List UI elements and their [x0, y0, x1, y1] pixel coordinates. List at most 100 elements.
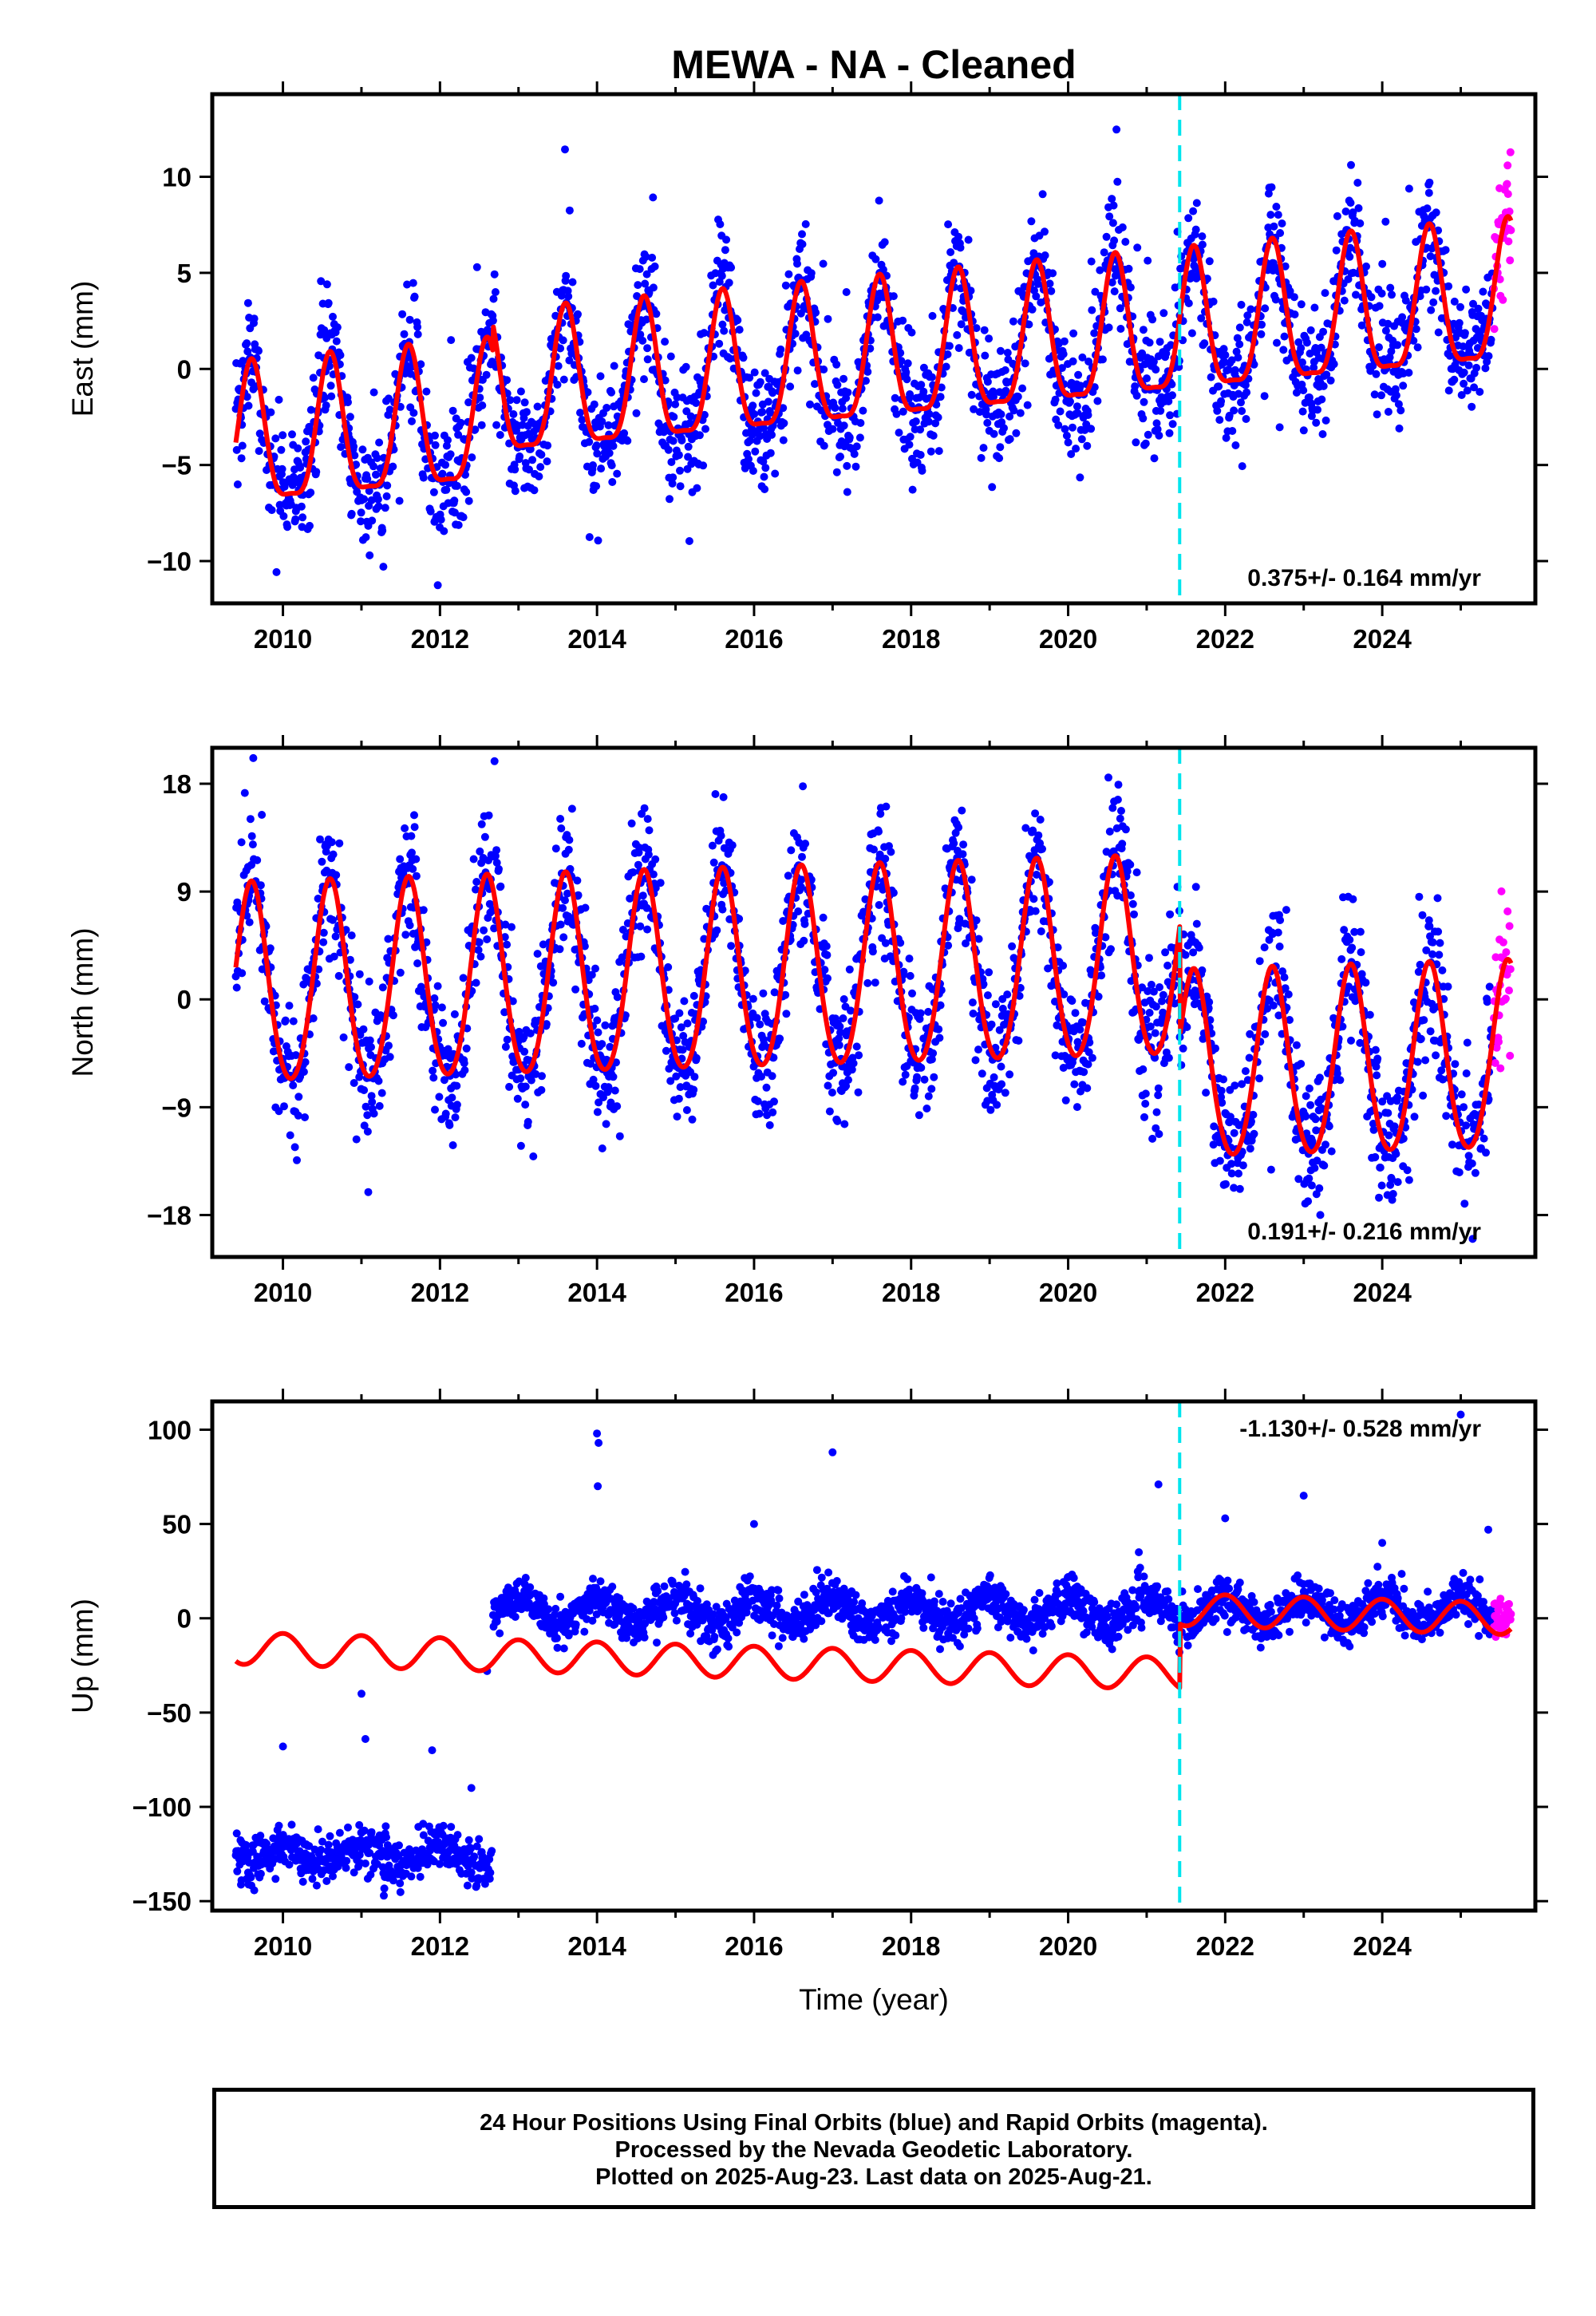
final-orbit-point: [1210, 1122, 1219, 1131]
final-orbit-point: [508, 997, 517, 1006]
final-orbit-point: [278, 464, 286, 473]
final-orbit-point: [1059, 962, 1068, 970]
final-orbit-point: [875, 196, 883, 205]
final-orbit-point: [523, 408, 531, 417]
final-orbit-point: [405, 921, 414, 930]
final-orbit-point: [715, 339, 724, 348]
final-orbit-point: [1235, 323, 1244, 332]
final-orbit-point: [642, 252, 650, 261]
final-orbit-point: [751, 447, 760, 456]
final-orbit-point: [1278, 219, 1286, 227]
final-orbit-point: [764, 397, 772, 406]
north-model-fit-line: [233, 853, 1514, 1157]
final-orbit-point: [1090, 383, 1099, 392]
final-orbit-point: [787, 846, 796, 855]
final-orbit-point: [1107, 945, 1115, 954]
final-orbit-point: [377, 1089, 386, 1097]
final-orbit-point: [944, 941, 953, 950]
final-orbit-point: [711, 790, 720, 798]
x-tick-label: 2022: [1196, 1278, 1254, 1307]
final-orbit-point: [605, 449, 614, 457]
final-orbit-point: [993, 1101, 1001, 1109]
final-orbit-point: [618, 926, 627, 934]
final-orbit-point: [363, 1111, 372, 1120]
final-orbit-point: [565, 836, 574, 844]
final-orbit-point: [1294, 1175, 1303, 1184]
final-orbit-point: [812, 308, 820, 317]
final-orbit-point: [997, 410, 1005, 419]
final-orbit-point: [1426, 252, 1435, 261]
final-orbit-point: [1425, 178, 1434, 187]
final-orbit-point: [972, 324, 981, 333]
final-orbit-point: [326, 381, 335, 390]
final-orbit-point: [577, 1039, 586, 1048]
final-orbit-point: [928, 311, 937, 320]
x-tick-label: 2012: [411, 1278, 469, 1307]
final-orbit-point: [563, 889, 571, 898]
final-orbit-point: [1437, 1066, 1446, 1075]
final-orbit-point: [1377, 289, 1386, 298]
final-orbit-point: [1235, 1184, 1244, 1193]
final-orbit-point: [318, 1837, 326, 1846]
final-orbit-point: [753, 1097, 762, 1105]
east-velocity-label: 0.375+/- 0.164 mm/yr: [1247, 565, 1481, 591]
final-orbit-point: [781, 281, 790, 290]
final-orbit-point: [1131, 382, 1140, 390]
final-orbit-point: [1421, 1056, 1430, 1065]
final-orbit-point: [820, 366, 828, 373]
final-orbit-point: [1345, 243, 1354, 252]
final-orbit-point: [1001, 366, 1009, 374]
final-orbit-point: [324, 1840, 333, 1849]
final-orbit-point: [471, 425, 480, 434]
final-orbit-point: [871, 255, 880, 263]
final-orbit-point: [692, 399, 701, 407]
final-orbit-point: [1064, 438, 1073, 447]
final-orbit-point: [238, 441, 247, 450]
final-orbit-point: [1409, 336, 1418, 345]
final-orbit-point: [250, 314, 259, 323]
final-orbit-point: [953, 330, 962, 339]
final-orbit-point: [1391, 385, 1400, 393]
final-orbit-point: [1276, 229, 1285, 237]
final-orbit-point: [1083, 1084, 1092, 1093]
final-orbit-point: [1265, 935, 1274, 944]
final-orbit-point: [1205, 257, 1214, 266]
final-orbit-point: [879, 885, 887, 894]
rapid-orbit-point: [1503, 190, 1512, 199]
final-orbit-point: [1361, 978, 1370, 987]
final-orbit-point: [1298, 407, 1307, 416]
rapid-orbit-point: [1502, 948, 1511, 957]
final-orbit-point: [969, 1010, 978, 1018]
final-orbit-point: [1286, 1016, 1294, 1024]
final-orbit-point: [820, 441, 828, 450]
final-orbit-point: [280, 1102, 288, 1111]
final-orbit-point: [1399, 1134, 1408, 1143]
final-orbit-point: [1347, 1036, 1355, 1045]
final-orbit-point: [844, 1076, 852, 1085]
final-orbit-point: [718, 905, 727, 914]
final-orbit-point: [538, 1072, 546, 1081]
final-orbit-point: [602, 404, 611, 412]
final-orbit-point: [1227, 1169, 1236, 1178]
final-orbit-point: [942, 362, 950, 371]
final-orbit-point: [1337, 954, 1346, 963]
final-orbit-point: [1276, 916, 1285, 924]
final-orbit-point: [1045, 279, 1054, 288]
final-orbit-point: [597, 464, 606, 473]
final-orbit-point: [1238, 462, 1246, 471]
final-orbit-point: [722, 235, 731, 244]
final-orbit-point: [1319, 327, 1328, 336]
final-orbit-point: [661, 376, 670, 385]
final-orbit-point: [556, 344, 565, 353]
final-orbit-point: [665, 1065, 674, 1073]
final-orbit-point: [760, 485, 769, 493]
final-orbit-point: [1227, 1160, 1236, 1168]
final-orbit-point: [962, 939, 970, 948]
final-orbit-point: [1233, 334, 1242, 342]
final-orbit-point: [873, 313, 882, 322]
final-orbit-point: [985, 968, 994, 977]
final-orbit-point: [492, 846, 501, 855]
final-orbit-point: [290, 1143, 299, 1152]
final-orbit-point: [954, 344, 963, 353]
final-orbit-point: [429, 1066, 437, 1075]
